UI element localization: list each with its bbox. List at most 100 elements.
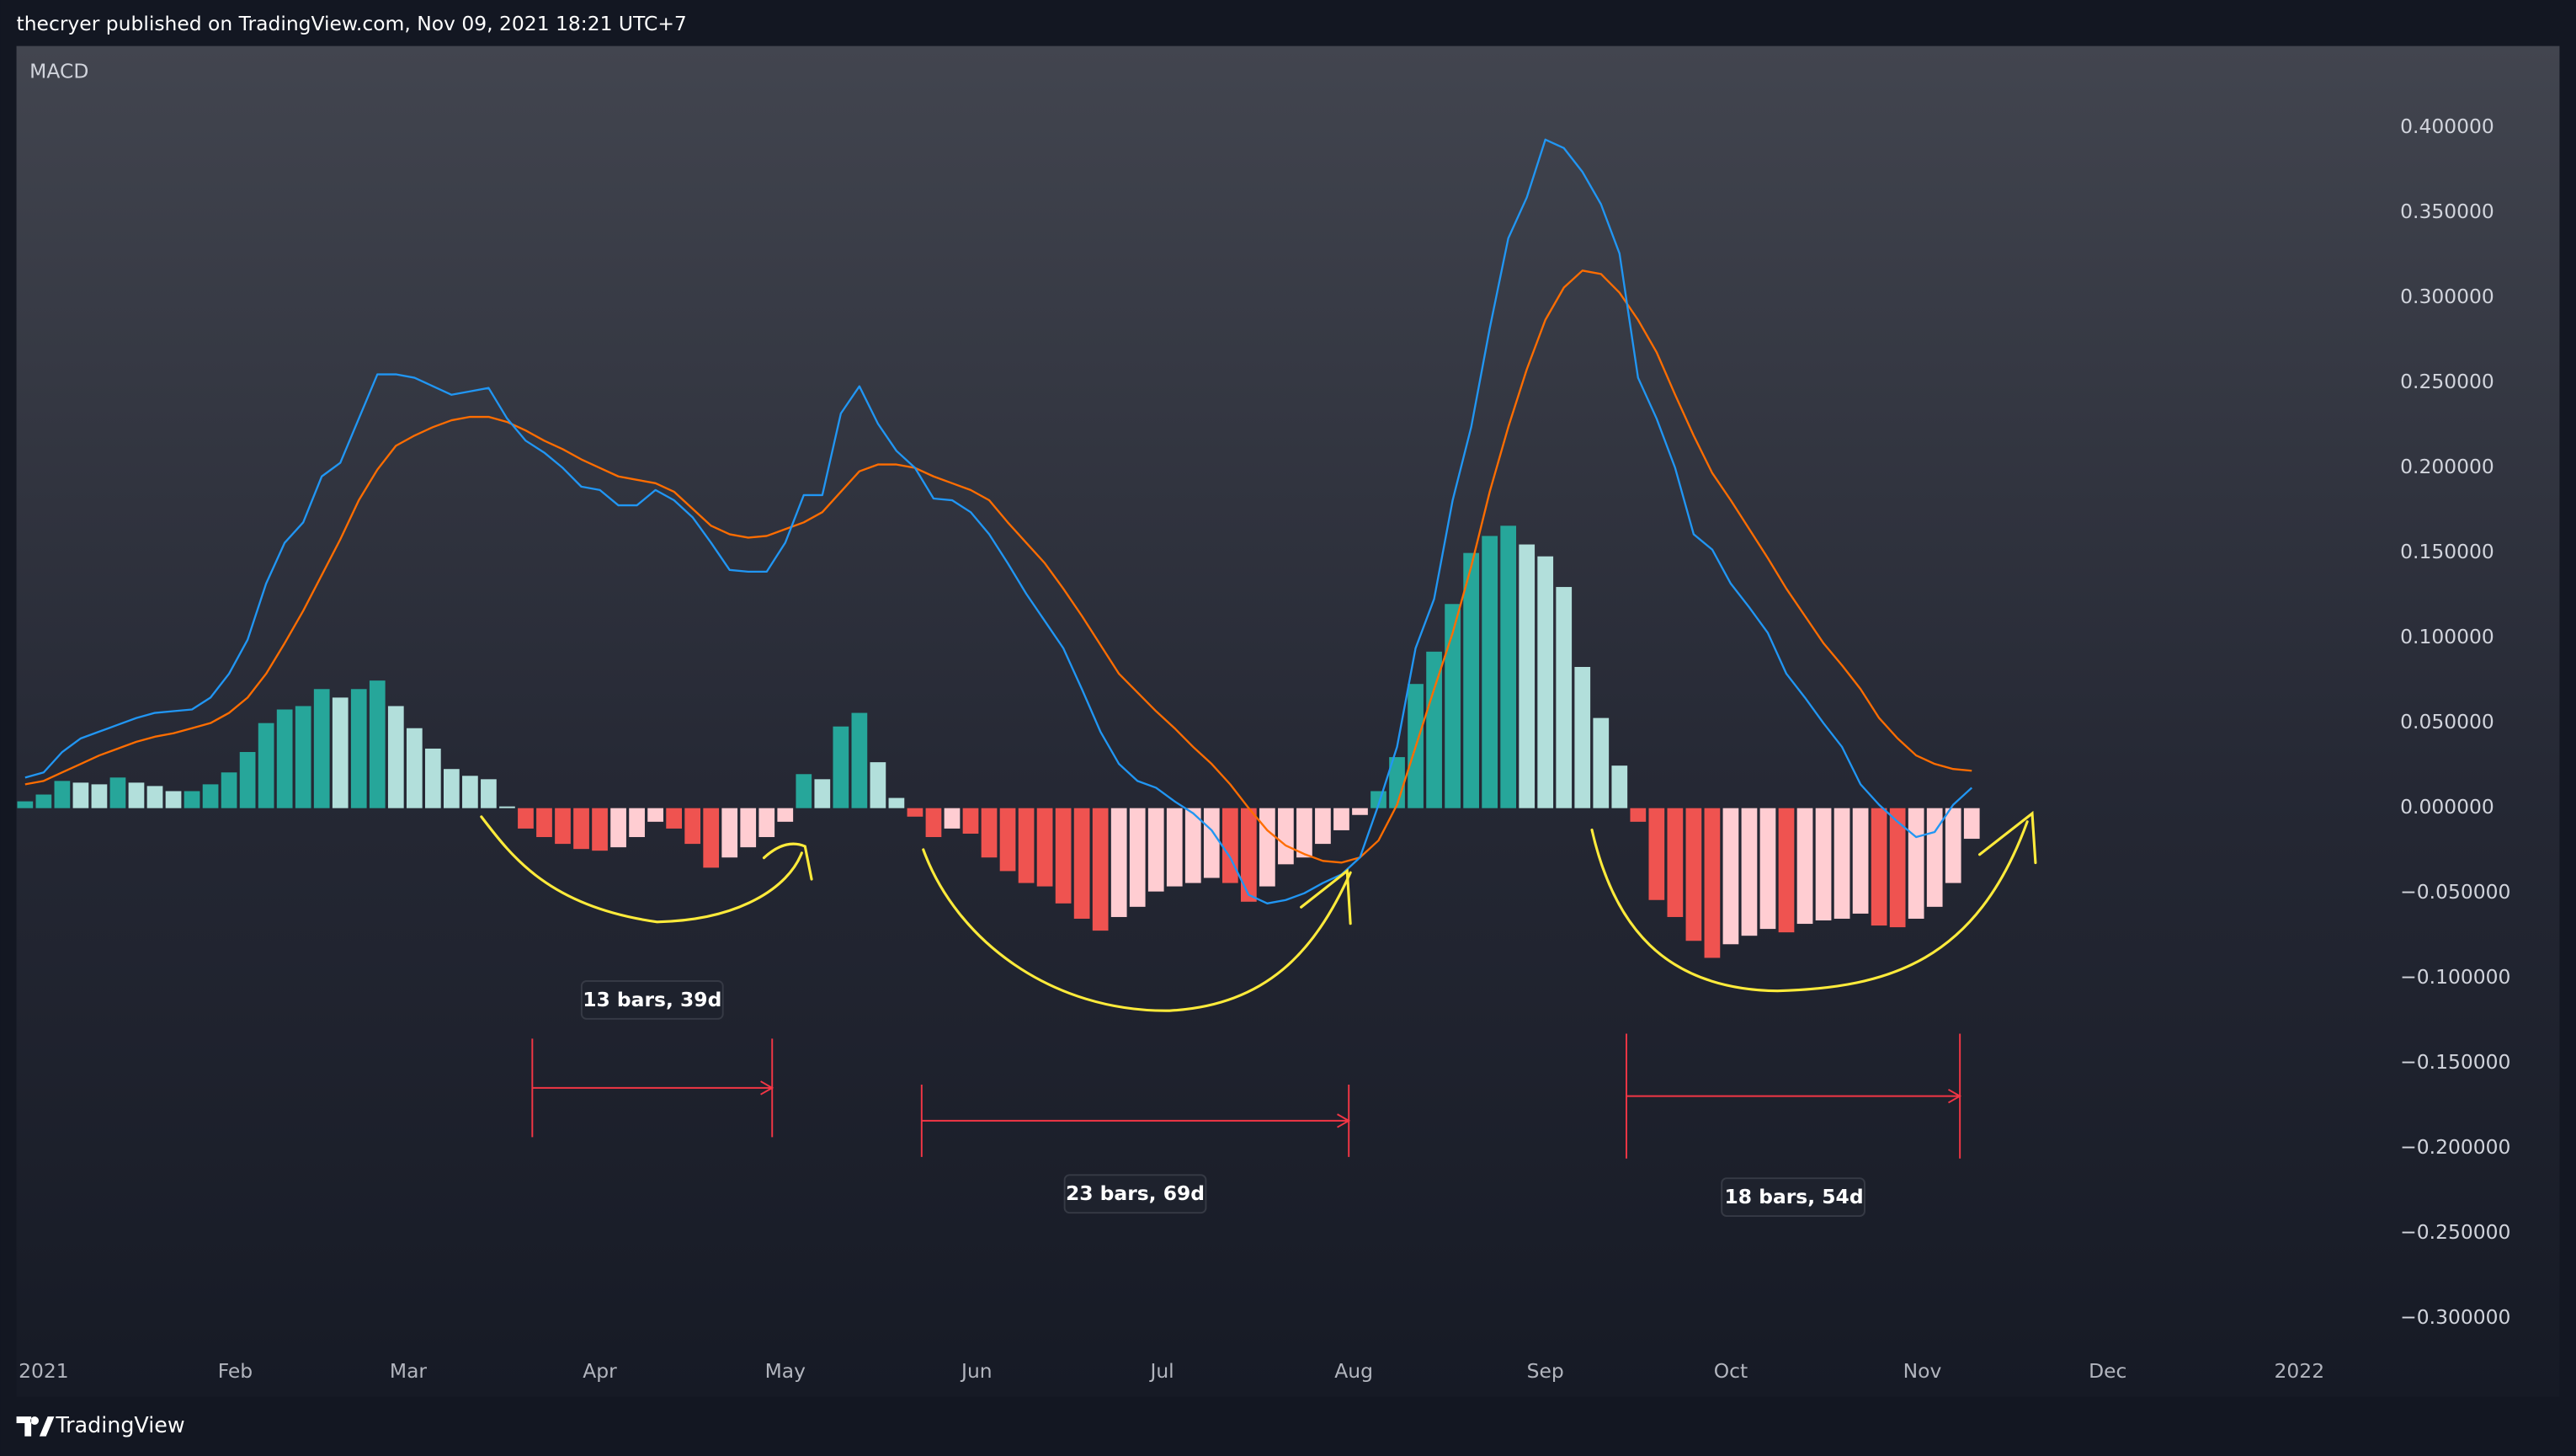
histogram-bar	[91, 784, 108, 808]
drawing-arrow	[1300, 868, 1352, 925]
indicator-title: MACD	[29, 59, 88, 83]
histogram-bar	[684, 808, 701, 845]
histogram-bar	[703, 808, 720, 868]
x-tick-label: 2021	[19, 1359, 69, 1383]
y-tick-label: 0.250000	[2400, 370, 2494, 393]
histogram-bar	[1184, 808, 1201, 883]
histogram-bar	[1036, 808, 1053, 887]
histogram-bar	[1834, 808, 1850, 919]
y-tick-label: −0.050000	[2400, 880, 2510, 904]
histogram-bar	[424, 748, 441, 808]
measure-range	[920, 1084, 1351, 1157]
histogram-bar	[184, 791, 200, 808]
y-tick-label: −0.100000	[2400, 965, 2510, 989]
drawing-curve	[1590, 820, 2029, 993]
y-tick-label: −0.150000	[2400, 1050, 2510, 1074]
histogram-bar	[1759, 808, 1776, 930]
histogram-bar	[907, 808, 923, 817]
measure-label: 13 bars, 39d	[583, 988, 721, 1011]
histogram-bar	[146, 786, 163, 808]
macd-line	[24, 138, 1973, 904]
histogram-bar	[221, 772, 237, 808]
histogram-bar	[295, 706, 311, 808]
x-axis: 2021 Feb Mar Apr May Jun Jul Aug Sep Oct Nov Dec 202…	[19, 1359, 2324, 1383]
x-tick-label: Oct	[1714, 1359, 1748, 1383]
drawing-curve	[922, 848, 1352, 1012]
drawing-curve	[480, 815, 803, 924]
y-tick-label: 0.300000	[2400, 285, 2494, 308]
histogram-bar	[1445, 604, 1461, 808]
histogram-bar	[17, 801, 34, 808]
y-tick-label: 0.000000	[2400, 795, 2494, 819]
histogram-bar	[888, 797, 905, 808]
y-tick-label: 0.100000	[2400, 625, 2494, 648]
histogram-bar	[721, 808, 738, 858]
histogram-bar	[666, 808, 683, 829]
histogram-bar	[1259, 808, 1275, 887]
histogram-bar	[1852, 808, 1869, 914]
histogram-bar	[258, 723, 274, 808]
measure-labels: 13 bars, 39d 23 bars, 69d 18 bars, 54d	[580, 980, 1865, 1218]
histogram-bar	[1741, 808, 1758, 936]
y-tick-label: −0.300000	[2400, 1305, 2510, 1329]
histogram-bar	[1073, 808, 1090, 919]
x-tick-label: 2022	[2275, 1359, 2325, 1383]
histogram-bar	[796, 774, 812, 808]
histogram-bar	[239, 752, 256, 808]
histogram-bar	[1296, 808, 1312, 858]
measure-label-box	[1063, 1174, 1207, 1214]
histogram-bar	[1648, 808, 1665, 900]
histogram-bar	[350, 689, 367, 808]
histogram-bar	[462, 776, 478, 808]
histogram-bar	[555, 808, 571, 845]
measure-range	[1626, 1033, 1962, 1159]
y-tick-label: 0.400000	[2400, 115, 2494, 138]
drawing-arrow	[1978, 810, 2037, 865]
measure-label-box	[1721, 1177, 1865, 1218]
histogram-bar	[1426, 651, 1442, 808]
histogram-bar	[481, 779, 497, 808]
x-tick-label: Nov	[1903, 1359, 1942, 1383]
measure-label: 18 bars, 54d	[1724, 1185, 1863, 1208]
histogram-bar	[999, 808, 1016, 872]
histogram-bar	[851, 712, 868, 808]
footer: TradingView	[16, 1412, 185, 1437]
header: thecryer published on TradingView.com, N…	[17, 12, 687, 35]
histogram-bar	[981, 808, 998, 858]
histogram-bar	[1278, 808, 1294, 865]
signal-line	[24, 269, 1972, 864]
histogram-bar	[1796, 808, 1813, 925]
histogram-bar	[1611, 765, 1628, 808]
histogram-bar	[1500, 525, 1517, 808]
histogram-bar	[1463, 552, 1479, 808]
histogram-bar	[1519, 544, 1535, 808]
histogram-bar	[629, 808, 645, 838]
x-tick-label: Jul	[1148, 1359, 1174, 1383]
histogram-bar	[406, 728, 423, 808]
histogram-bar	[610, 808, 626, 848]
histogram-bar	[1963, 808, 1980, 840]
histogram-bar	[647, 808, 663, 822]
histogram-bar	[332, 697, 349, 808]
histogram-bar	[536, 808, 552, 838]
measure-label: 23 bars, 69d	[1066, 1181, 1205, 1205]
histogram-bar	[1018, 808, 1035, 883]
histogram-bar	[1593, 717, 1610, 808]
measure-range	[531, 1038, 774, 1138]
histogram-bar	[1778, 808, 1795, 933]
histogram-bar	[1685, 808, 1702, 941]
histogram-bar	[1221, 808, 1238, 883]
histogram-bar	[1203, 808, 1220, 878]
histogram-bar	[518, 808, 534, 829]
histogram-bar	[777, 808, 794, 822]
histogram-bar	[1815, 808, 1832, 921]
histogram-bar	[1166, 808, 1183, 887]
histogram-bar	[1092, 808, 1109, 931]
x-tick-label: Sep	[1527, 1359, 1564, 1383]
histogram-bar	[1315, 808, 1331, 845]
y-tick-label: −0.200000	[2400, 1135, 2510, 1159]
drawing-arrow	[762, 842, 813, 881]
x-tick-label: Dec	[2089, 1359, 2126, 1383]
histogram-bar	[944, 808, 961, 829]
histogram-bar	[1147, 808, 1164, 892]
